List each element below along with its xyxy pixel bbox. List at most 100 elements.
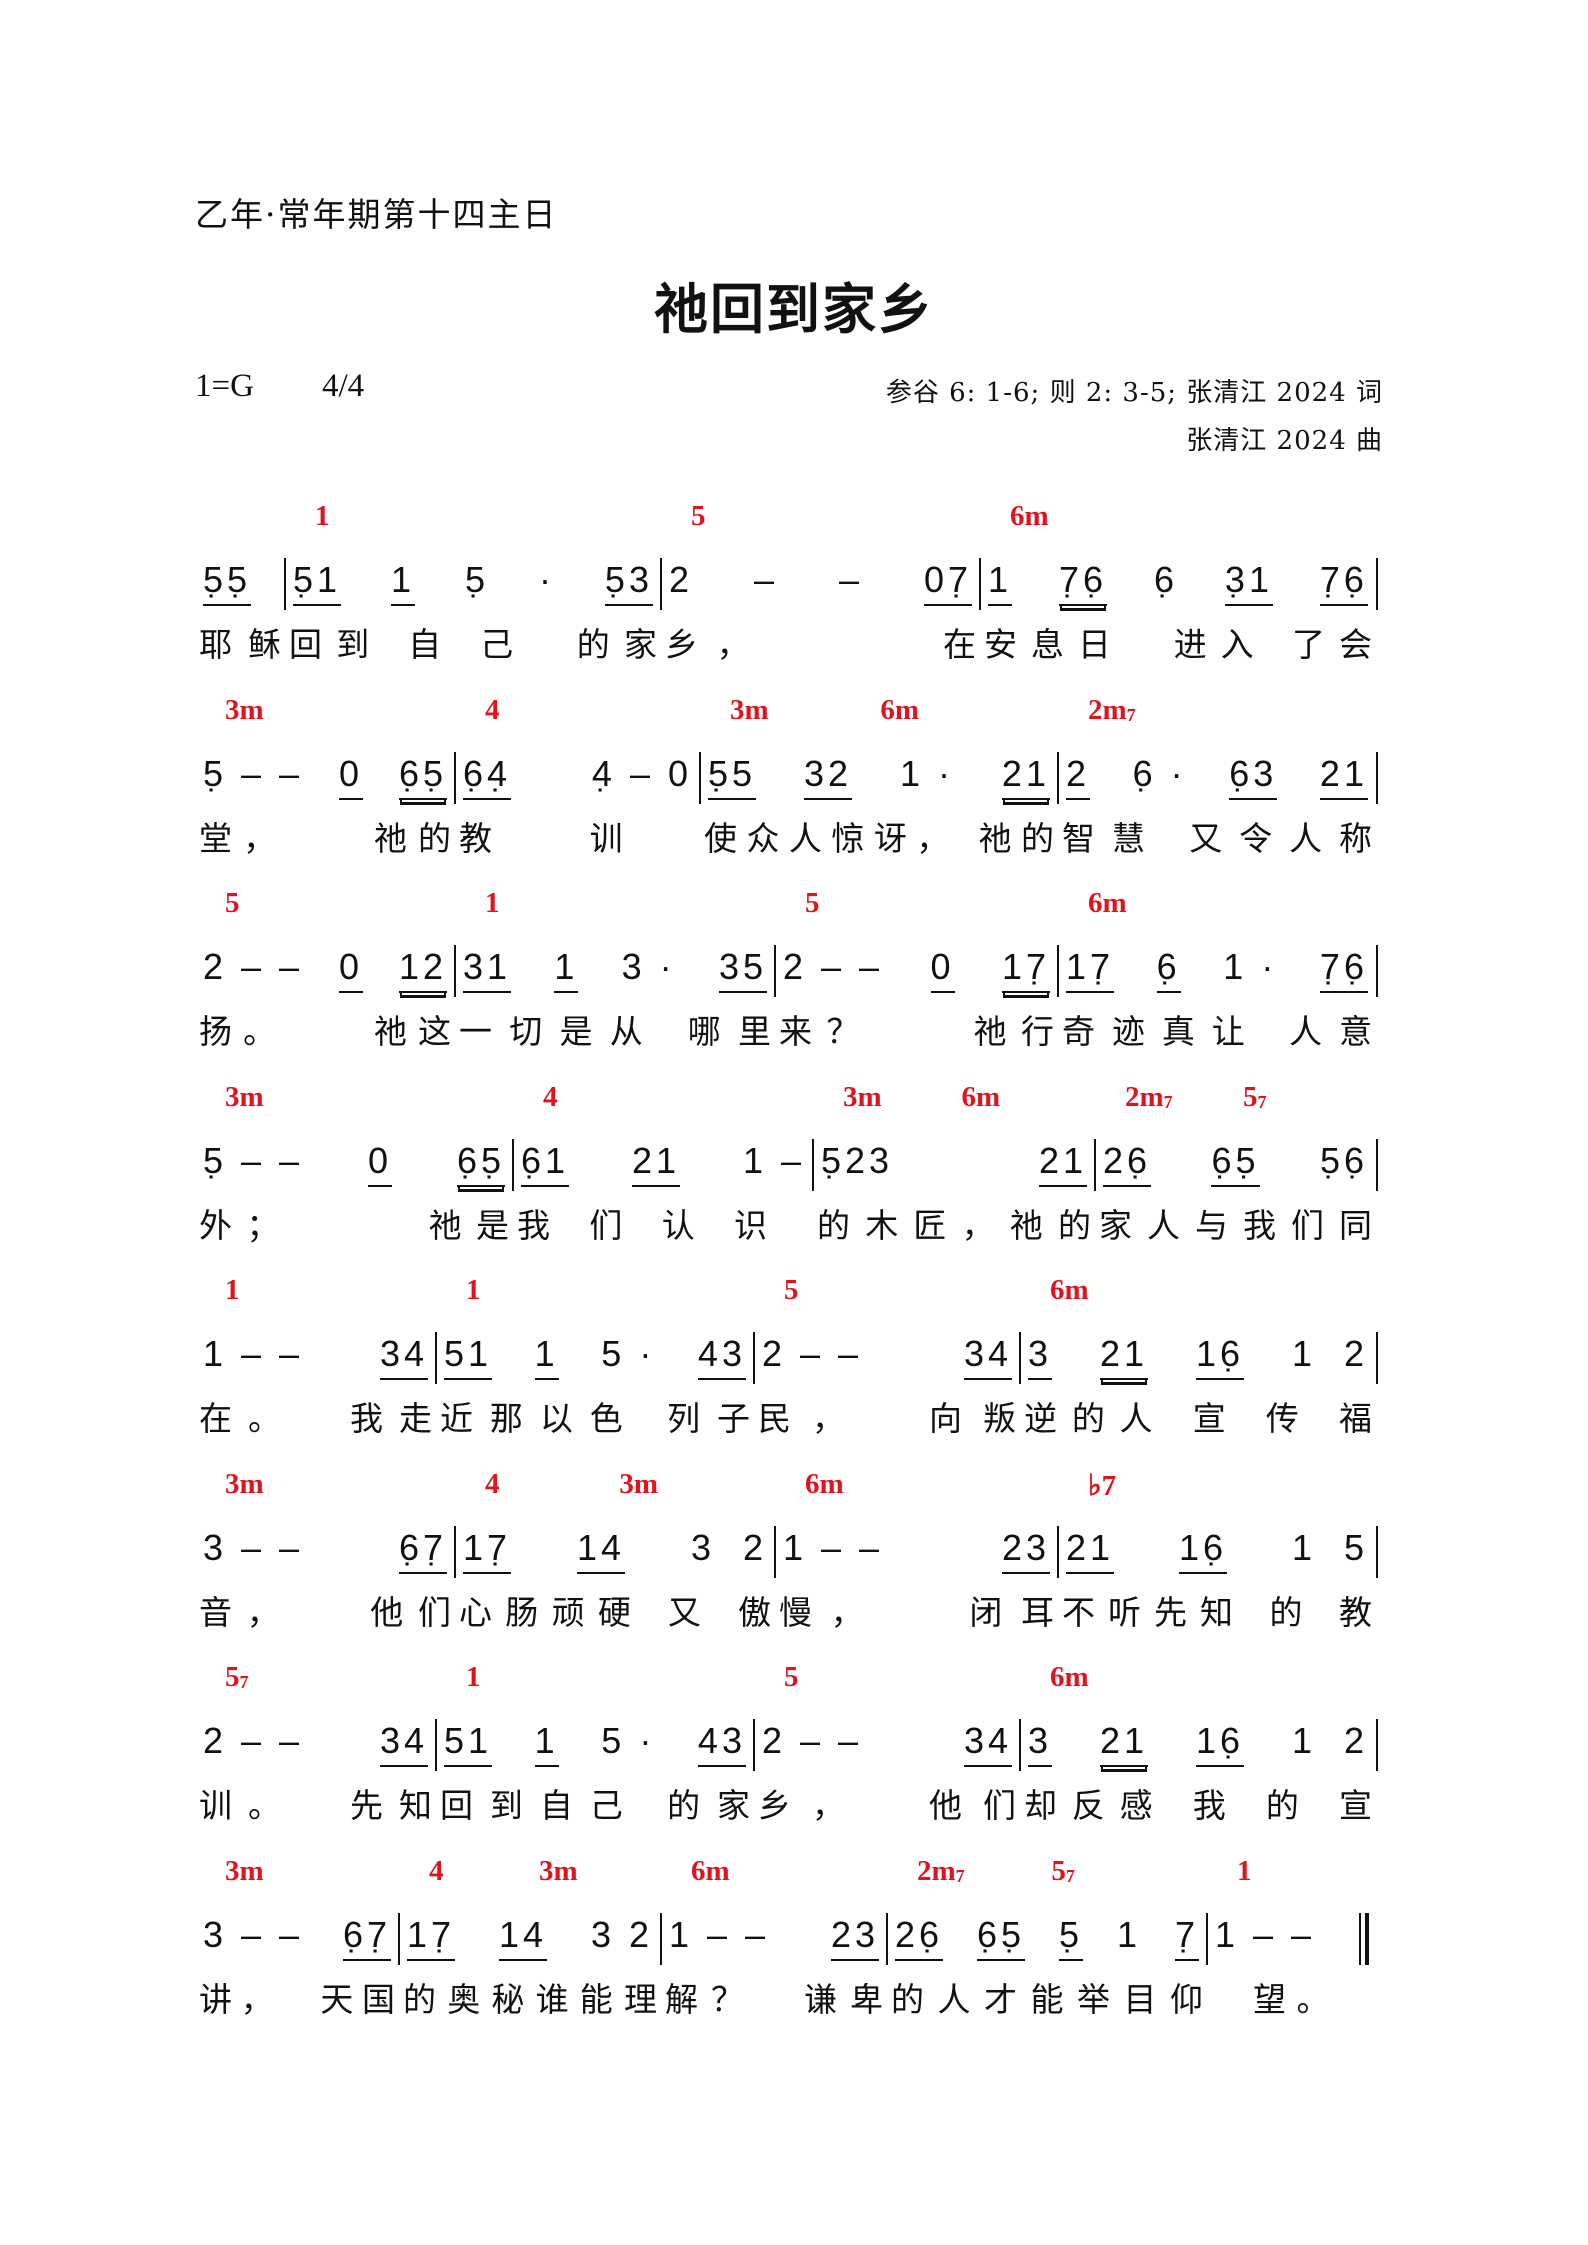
note-line: 2 – – 34 — [762, 1334, 1012, 1380]
chord-line: 6m — [785, 1468, 1068, 1508]
note-group: 34 — [379, 1334, 428, 1380]
note-line: 31 1 3 · 35 — [463, 947, 767, 993]
lyric-line: 智慧 又令人称 — [1062, 818, 1372, 858]
chord-symbol: 6m — [1010, 500, 1049, 532]
lyric-line: 望。 — [1211, 1979, 1361, 2019]
lyric-line: 慢， 闭耳 — [779, 1592, 1054, 1632]
bar-line — [660, 1912, 662, 1965]
lyric-line: 堂， 祂的 — [199, 818, 451, 858]
bar-line — [886, 1912, 888, 1965]
bar-line — [1376, 1332, 1378, 1384]
note-group: 1 — [1116, 1913, 1142, 1955]
note-group: 6̣ · — [1132, 752, 1187, 794]
chord-symbol: 4 — [485, 693, 500, 726]
measure: 6m 17̣ 6̣ 1 · 7̣6̣ 奇迹真让 人意 — [1058, 887, 1376, 1057]
note-group: 3 – – — [203, 1913, 304, 1955]
note-line: 1 – – 23 — [783, 1526, 1050, 1574]
note-group: 1 – – — [783, 1526, 884, 1568]
chord-extension: 7 — [1126, 704, 1136, 725]
note-line: 26̣ 6̣5̣ 5̣ 1 7̣ — [895, 1913, 1199, 1961]
measure: 3m 3 – – 6̣7̣ 音， 他们 — [195, 1468, 455, 1638]
lyric-line: 不听先知 的 教 — [1062, 1592, 1372, 1632]
lyric-line: 一切是从 哪里 — [459, 1012, 771, 1051]
chord-symbol: 5 — [784, 1661, 799, 1693]
chord-line: 3m 6m — [823, 1081, 1105, 1121]
chord-line: 2m7 — [1068, 694, 1386, 734]
lyric-line: 乡， 他们 — [758, 1786, 1016, 1825]
note-line: 2 – – 0 17̣ — [783, 947, 1050, 993]
note-line: 3 – – 6̣7̣ — [203, 1913, 391, 1961]
measure: 3m 5̣ – – 0 6̣5̣ 堂， 祂的 — [195, 694, 455, 864]
chord-line: 3m — [205, 1468, 465, 1508]
note-group: 21 — [1319, 753, 1368, 800]
score-row: 3m 5̣ – – 0 6̣5̣ 外； 祂是 4 6̣1 21 1 – 我们认识 3m 6m 5̣23… — [0, 1081, 1588, 1251]
note-line: 5̣5̣ — [203, 560, 277, 606]
note-group: 7̣6̣ — [1058, 560, 1108, 606]
bar-line — [454, 751, 456, 804]
note-group: 2 – – — [762, 1333, 863, 1374]
note-line: 3 – – 6̣7̣ — [203, 1527, 447, 1574]
chord-symbol: 6m — [1088, 887, 1127, 919]
lyric-line: 外； 祂是 — [199, 1205, 509, 1245]
time-signature: 4/4 — [322, 368, 365, 404]
note-line: 5̣ – – 0 6̣5̣ — [203, 1140, 505, 1187]
chord-line: 6m — [1068, 887, 1386, 927]
note-group: 6̣3 — [1229, 753, 1278, 800]
note-group: 4̣ – 0 — [591, 752, 692, 794]
measure: 2m7 2 6̣ · 6̣3 21 智慧 又令人称 — [1058, 694, 1376, 864]
bar-line — [1206, 1912, 1208, 1965]
chord-line: ♭7 — [1068, 1468, 1386, 1508]
note-group: 51 — [444, 1721, 493, 1767]
chord-symbol: 6m — [1050, 1661, 1089, 1693]
chord-line: 6m — [990, 500, 1386, 540]
note-group: 5̣3 — [604, 560, 653, 606]
bar-line — [1019, 1332, 1021, 1384]
note-group: · — [538, 559, 555, 600]
chord-symbol: 1 — [1237, 1854, 1252, 1887]
chord-extension: 7 — [1065, 1865, 1075, 1886]
note-line: 1 7̣6̣ 6̣ 3̣1 7̣6̣ — [988, 560, 1368, 606]
note-group: 34 — [963, 1334, 1012, 1380]
chord-extension: 7 — [1163, 1091, 1173, 1112]
note-group: 1 – – — [669, 1913, 770, 1955]
measure: 3m 3 – – 6̣7̣ 讲， 天国 — [195, 1855, 399, 2025]
note-group: 5 · — [601, 1720, 656, 1761]
chord-symbol: 4 — [543, 1080, 558, 1113]
note-group: 5 · — [601, 1333, 656, 1374]
note-group: 2 — [669, 559, 694, 600]
chord-symbol: 2m7 — [917, 1854, 965, 1887]
note-group: 1 5 — [1291, 1526, 1368, 1568]
chord-symbol: 3m — [225, 1854, 264, 1887]
note-group: 7̣6̣ — [1319, 560, 1368, 606]
note-group: 34 — [379, 1721, 428, 1767]
lyric-line: 教训 — [459, 818, 696, 858]
chord-symbol: 3m — [225, 693, 264, 726]
chord-symbol: 57 — [1051, 1854, 1075, 1887]
note-group: 2 — [1066, 753, 1091, 800]
bar-line — [1376, 1138, 1378, 1191]
bar-line — [1376, 1525, 1378, 1578]
note-group: 16̣ — [1195, 1721, 1244, 1767]
note-group: 5̣23 — [821, 1139, 894, 1181]
note-group: 2 – – — [203, 1720, 304, 1761]
lyric-line: 的木匠，祂的 — [817, 1205, 1091, 1245]
measure: 4 3m 17̣ 14 3 2 心肠顽硬 又 傲 — [455, 1468, 775, 1638]
chord-line: 3m — [205, 694, 465, 734]
chord-symbol: 1 — [466, 1274, 481, 1306]
chord-extension: 7 — [239, 1672, 249, 1692]
chord-symbol: 2m7 — [1088, 693, 1136, 726]
note-group: 23 — [1001, 1527, 1050, 1574]
note-line: 3 21 16̣ 1 2 — [1028, 1334, 1368, 1380]
lyric-line: 讲， 天国 — [199, 1979, 395, 2019]
note-group: 0 — [339, 753, 364, 800]
note-group: 5̣ — [464, 559, 490, 600]
note-group: 6̣5̣ — [1211, 1140, 1260, 1187]
measure: 1 1 – – 望。 — [1207, 1855, 1365, 2025]
measure: 1 31 1 3 · 35 一切是从 哪里 — [455, 887, 775, 1057]
note-group: 31 — [463, 947, 512, 993]
measure: 5 2 – – 07̣ 乡， 在 — [661, 500, 980, 670]
chord-line: 3m 6m — [710, 694, 1068, 734]
note-group: 21 — [1066, 1527, 1115, 1574]
note-group: 3 · — [621, 946, 676, 987]
measure: ♭7 21 16̣ 1 5 不听先知 的 教 — [1058, 1468, 1376, 1638]
